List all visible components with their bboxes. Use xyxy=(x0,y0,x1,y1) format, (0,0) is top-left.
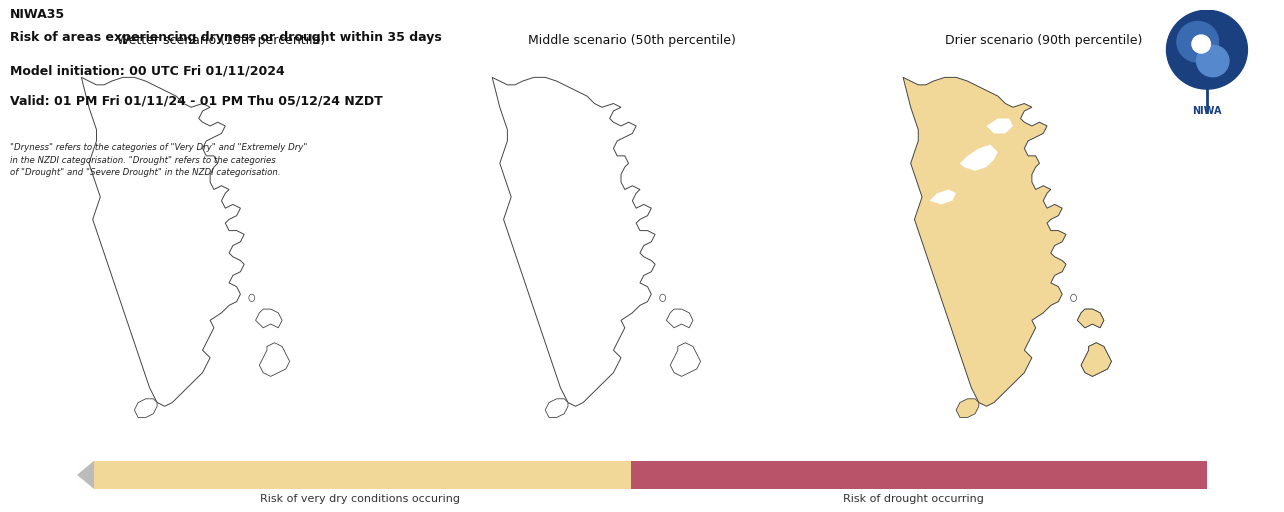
Circle shape xyxy=(1167,10,1247,89)
Text: Middle scenario (50th percentile): Middle scenario (50th percentile) xyxy=(529,34,736,47)
Text: NIWA35: NIWA35 xyxy=(10,8,65,20)
Circle shape xyxy=(1192,35,1211,53)
Polygon shape xyxy=(77,461,94,489)
Circle shape xyxy=(1197,45,1229,77)
Bar xyxy=(630,461,1207,489)
Polygon shape xyxy=(546,399,568,417)
Text: Risk of drought occurring: Risk of drought occurring xyxy=(842,494,984,504)
Text: Wetter scenario (10th percentile): Wetter scenario (10th percentile) xyxy=(117,34,326,47)
Text: NIWA: NIWA xyxy=(1193,106,1221,116)
Polygon shape xyxy=(1077,309,1104,328)
Polygon shape xyxy=(1081,343,1112,376)
Text: Valid: 01 PM Fri 01/11/24 - 01 PM Thu 05/12/24 NZDT: Valid: 01 PM Fri 01/11/24 - 01 PM Thu 05… xyxy=(10,95,383,108)
Polygon shape xyxy=(986,118,1013,134)
Text: Risk of very dry conditions occuring: Risk of very dry conditions occuring xyxy=(259,494,460,504)
Text: Drier scenario (90th percentile): Drier scenario (90th percentile) xyxy=(945,34,1141,47)
Polygon shape xyxy=(135,399,157,417)
Polygon shape xyxy=(903,77,1066,407)
Polygon shape xyxy=(957,399,978,417)
Text: Risk of areas experiencing dryness or drought within 35 days: Risk of areas experiencing dryness or dr… xyxy=(10,31,442,44)
Text: "Dryness" refers to the categories of "Very Dry" and "Extremely Dry"
in the NZDI: "Dryness" refers to the categories of "V… xyxy=(10,143,308,177)
Text: Model initiation: 00 UTC Fri 01/11/2024: Model initiation: 00 UTC Fri 01/11/2024 xyxy=(10,64,285,77)
Polygon shape xyxy=(960,144,998,171)
Bar xyxy=(94,461,630,489)
Polygon shape xyxy=(1081,343,1112,376)
Circle shape xyxy=(1177,22,1219,62)
Polygon shape xyxy=(1077,309,1104,328)
Polygon shape xyxy=(930,189,957,204)
